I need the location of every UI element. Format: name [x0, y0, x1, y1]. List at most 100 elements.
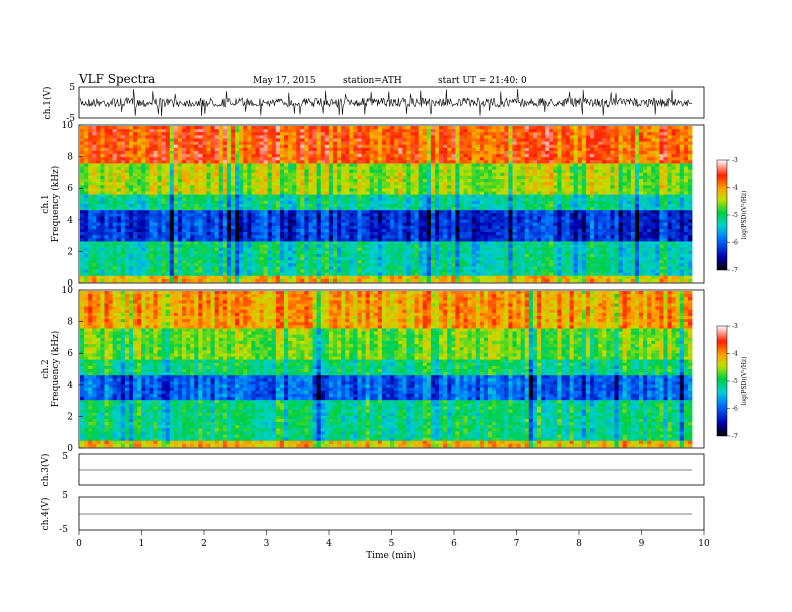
spectrogram-cell [198, 160, 203, 164]
spectrogram-cell [667, 200, 672, 205]
spectrogram-cell [316, 129, 322, 133]
spectrogram-cell [141, 150, 146, 155]
spectrogram-cell [573, 157, 579, 161]
spectrogram-cell [214, 144, 220, 149]
spectrogram-cell [353, 182, 358, 186]
spectrogram-cell [214, 166, 220, 171]
spectrogram-cell [565, 204, 570, 208]
spectrogram-cell [541, 141, 546, 146]
spectrogram-cell [361, 132, 366, 136]
spectrogram-cell [292, 175, 297, 180]
spectrogram-cell [128, 141, 134, 146]
spectrogram-cell [239, 182, 244, 186]
spectrogram-cell [528, 172, 534, 177]
spectrogram-cell [357, 197, 362, 202]
spectrogram-cell [524, 132, 530, 136]
spectrogram-cell [210, 222, 216, 227]
spectrogram-cell [239, 147, 244, 152]
spectrogram-cell [606, 219, 611, 224]
spectrogram-cell [108, 129, 114, 133]
spectrogram-cell [161, 179, 167, 183]
spectrogram-cell [137, 157, 142, 161]
spectrogram-cell [312, 191, 318, 196]
spectrogram-cell [512, 219, 517, 224]
spectrogram-cell [638, 141, 644, 146]
spectrogram-cell [149, 207, 154, 211]
spectrogram-cell [447, 185, 452, 189]
spectrogram-cell [194, 172, 199, 177]
spectrogram-cell [439, 222, 444, 227]
spectrogram-cell [659, 147, 664, 152]
spectrogram-cell [683, 163, 689, 167]
spectrogram-cell [618, 216, 624, 220]
spectrogram-cell [182, 185, 187, 189]
spectrogram-cell [434, 210, 440, 214]
spectrogram-cell [594, 219, 599, 224]
spectrogram-cell [634, 154, 640, 158]
spectrogram-cell [337, 169, 342, 174]
spectrogram-cell [247, 150, 252, 155]
spectrogram-cell [492, 207, 497, 211]
spectrogram-cell [581, 213, 587, 217]
spectrogram-cell [463, 141, 468, 146]
spectrogram-cell [463, 219, 468, 224]
spectrogram-cell [594, 144, 599, 149]
spectrogram-cell [230, 150, 236, 155]
spectrogram-cell [230, 213, 236, 217]
spectrogram-cell [373, 197, 379, 202]
spectrogram-cell [447, 160, 452, 164]
spectrogram-cell [206, 166, 211, 171]
spectrogram-cell [186, 135, 191, 139]
spectrogram-cell [675, 188, 681, 192]
spectrogram-cell [528, 200, 534, 205]
spectrogram-cell [332, 169, 338, 174]
spectrogram-cell [647, 204, 652, 208]
spectrogram-cell [524, 163, 530, 167]
spectrogram-cell [447, 204, 452, 208]
spectrogram-cell [300, 126, 305, 130]
spectrogram-cell [390, 188, 395, 192]
spectrogram-cell [524, 175, 530, 180]
spectrogram-cell [251, 219, 256, 224]
spectrogram-cell [671, 222, 677, 227]
spectrogram-cell [96, 169, 101, 174]
spectrogram-cell [663, 129, 668, 133]
spectrogram-cell [361, 210, 366, 214]
spectrogram-cell [500, 219, 505, 224]
spectrogram-cell [312, 222, 318, 227]
spectrogram-cell [679, 188, 685, 192]
spectrogram-cell [663, 163, 668, 167]
spectrogram-cell [390, 207, 395, 211]
spectrogram-cell [492, 216, 497, 220]
spectrogram-cell [594, 135, 599, 139]
spectrogram-cell [398, 157, 403, 161]
spectrogram-cell [292, 213, 297, 217]
spectrogram-cell [467, 154, 473, 158]
spectrogram-cell [88, 129, 93, 133]
spectrogram-cell [218, 141, 224, 146]
spectrogram-cell [512, 179, 517, 183]
spectrogram-cell [418, 163, 424, 167]
spectrogram-cell [84, 188, 89, 192]
spectrogram-cell [683, 191, 689, 196]
spectrogram-cell [328, 138, 334, 142]
spectrogram-cell [541, 160, 546, 164]
spectrogram-cell [263, 179, 269, 183]
spectrogram-cell [320, 141, 326, 146]
spectrogram-cell [206, 179, 211, 183]
spectrogram-cell [186, 172, 191, 177]
spectrogram-cell [634, 210, 640, 214]
spectrogram-cell [459, 191, 464, 196]
spectrogram-cell [300, 210, 305, 214]
spectrogram-cell [598, 157, 603, 161]
spectrogram-cell [643, 197, 648, 202]
spectrogram-cell [651, 197, 656, 202]
spectrogram-cell [222, 141, 228, 146]
spectrogram-cell [88, 197, 93, 202]
spectrogram-cell [149, 157, 154, 161]
spectrogram-cell [528, 129, 534, 133]
spectrogram-cell [263, 200, 269, 205]
spectrogram-cell [357, 219, 362, 224]
spectrogram-cell [500, 194, 505, 199]
